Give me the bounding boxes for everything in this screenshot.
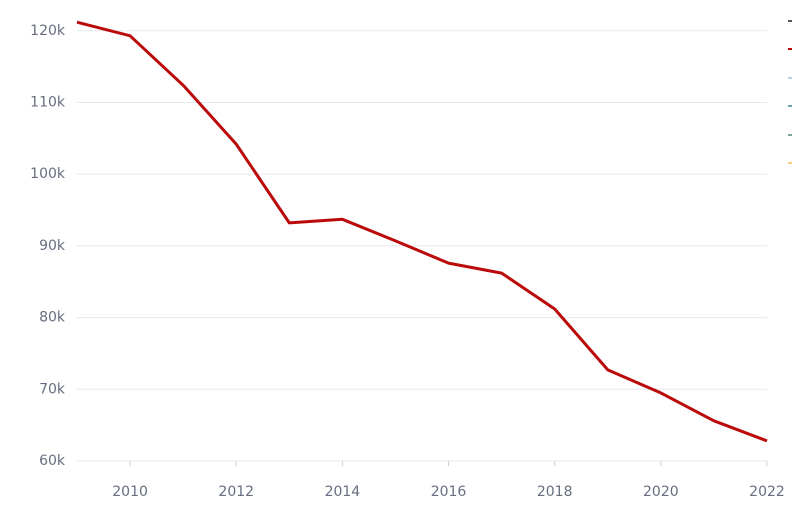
y-tick-label: 120k [30, 23, 66, 39]
x-tick-label: 2020 [643, 484, 679, 500]
y-tick-label: 80k [39, 310, 66, 326]
legend [788, 20, 792, 164]
y-tick-label: 70k [39, 381, 66, 397]
y-tick-label: 110k [30, 94, 66, 110]
x-tick-label: 2012 [218, 484, 254, 500]
y-tick-label: 60k [39, 453, 66, 469]
x-tick-label: 2022 [749, 484, 785, 500]
x-tick-label: 2014 [325, 484, 361, 500]
x-tick-label: 2016 [431, 484, 467, 500]
y-tick-label: 90k [39, 238, 66, 254]
line-series [76, 20, 768, 443]
x-tick-label: 2018 [537, 484, 573, 500]
x-tick-label: 2010 [112, 484, 148, 500]
y-tick-label: 100k [30, 166, 66, 182]
